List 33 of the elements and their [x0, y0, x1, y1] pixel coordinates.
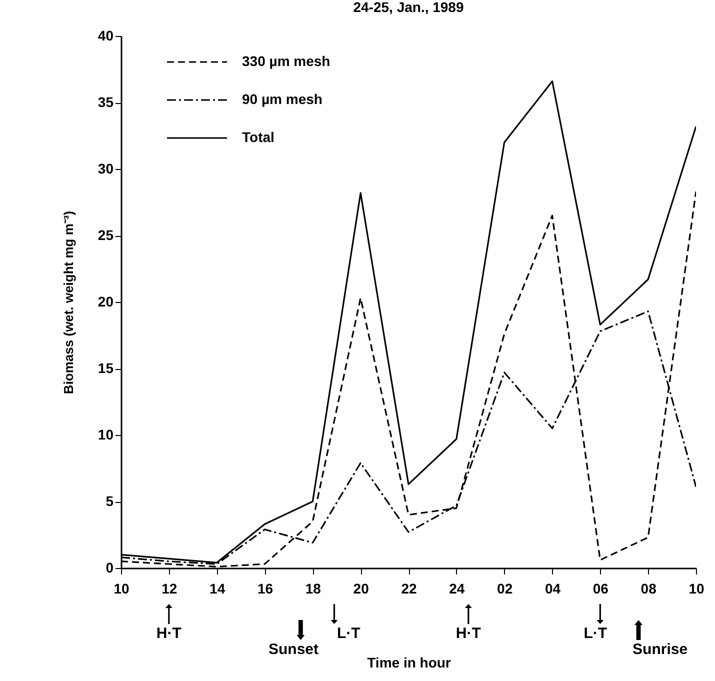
- y-tick-label: 15: [98, 360, 114, 376]
- x-tick-label: 20: [353, 580, 370, 596]
- y-tick-label: 25: [98, 227, 114, 243]
- x-tick-label: 10: [688, 580, 704, 596]
- y-axis-title: Biomass (wet. weight mg m⁻³): [60, 210, 76, 394]
- x-tick-label: 06: [592, 580, 609, 596]
- y-tick-label: 10: [98, 426, 114, 442]
- legend-label: 330 µm mesh: [242, 53, 330, 69]
- x-tick-label: 16: [257, 580, 274, 596]
- x-tick-label: 18: [305, 580, 322, 596]
- x-tick-label: 08: [640, 580, 657, 596]
- text: L·T: [336, 625, 360, 642]
- y-tick-label: 20: [98, 294, 114, 310]
- y-tick-label: 30: [98, 160, 114, 176]
- chart-title: 24-25, Jan., 1989: [353, 0, 464, 15]
- x-tick-label: 24: [449, 580, 465, 596]
- y-tick-label: 35: [98, 94, 114, 110]
- text: H·T: [156, 625, 182, 642]
- text: Sunrise: [632, 641, 688, 658]
- y-tick-label: 0: [106, 560, 114, 576]
- x-tick-label: 02: [497, 580, 513, 596]
- text: H·T: [456, 625, 481, 642]
- x-tick-label: 22: [401, 580, 417, 596]
- y-tick-label: 40: [98, 28, 114, 44]
- y-tick-label: 5: [106, 493, 114, 509]
- legend-label: Total: [242, 129, 274, 145]
- x-tick-label: 04: [544, 580, 561, 596]
- x-tick-label: 12: [162, 580, 178, 596]
- text: Sunset: [268, 641, 319, 658]
- x-tick-label: 14: [210, 580, 226, 596]
- text: L·T: [584, 625, 608, 642]
- legend-label: 90 µm mesh: [242, 91, 322, 107]
- x-axis-title: Time in hour: [367, 654, 452, 670]
